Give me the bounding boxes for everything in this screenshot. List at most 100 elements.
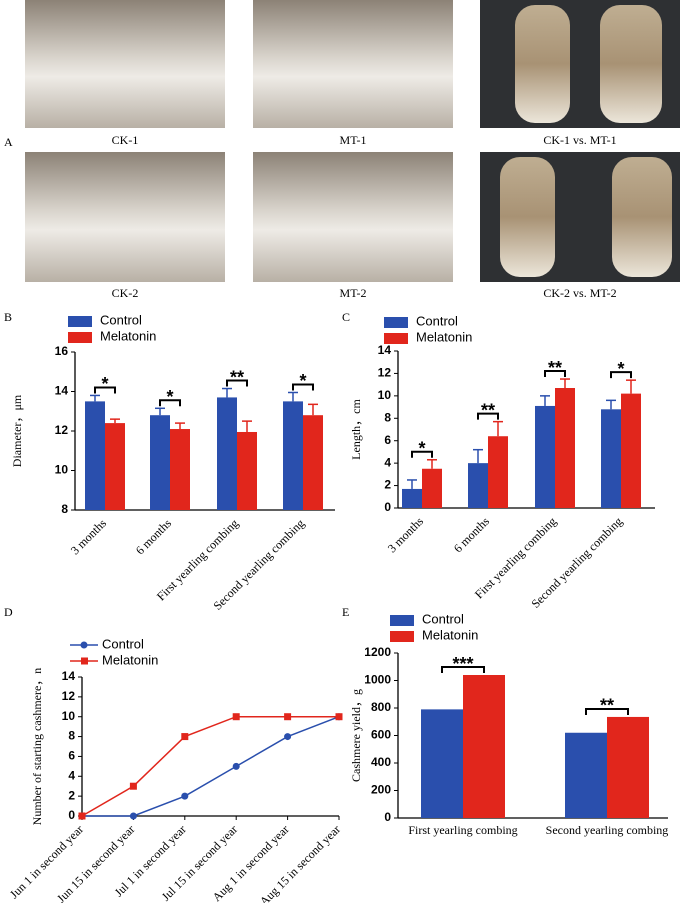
significance-label: ** — [548, 358, 562, 378]
error-bar — [155, 407, 165, 416]
y-tick-label: 0 — [68, 808, 75, 822]
photo-detail — [500, 157, 555, 277]
photo — [25, 152, 225, 282]
y-tick-label: 600 — [371, 728, 391, 742]
error-bar — [222, 387, 232, 398]
legend-label: Control — [100, 312, 142, 327]
line — [82, 716, 340, 817]
x-tick-label: First yearling combing — [408, 823, 517, 837]
y-tick-label: 2 — [384, 478, 391, 492]
significance-bracket — [441, 666, 485, 673]
error-bar — [473, 448, 483, 464]
panel-label: C — [342, 310, 350, 324]
significance-label: * — [101, 374, 108, 394]
y-axis-label: Length，cm — [349, 399, 363, 460]
photo — [253, 152, 453, 282]
y-tick-label: 0 — [384, 500, 391, 514]
bar — [463, 675, 505, 818]
significance-bracket — [94, 386, 116, 394]
error-bar — [606, 399, 616, 410]
legend-label: Melatonin — [102, 652, 158, 667]
error-bar — [242, 420, 252, 432]
significance-label: ** — [230, 367, 244, 387]
legend-label: Melatonin — [422, 627, 478, 642]
legend-label: Control — [422, 611, 464, 626]
bar — [565, 732, 607, 818]
legend-swatch — [390, 631, 414, 642]
y-tick-label: 2 — [68, 788, 75, 802]
y-tick-label: 12 — [55, 423, 69, 437]
significance-bracket — [544, 370, 566, 378]
legend-label: Control — [102, 636, 144, 651]
x-tick-label: 6 months — [133, 516, 174, 557]
legend-label: Melatonin — [100, 328, 156, 343]
bar — [105, 423, 125, 510]
y-tick-label: 6 — [384, 433, 391, 447]
legend-swatch — [384, 333, 408, 344]
bar — [421, 709, 463, 818]
photo-detail — [515, 5, 570, 123]
x-tick-label: 6 months — [451, 514, 492, 555]
marker — [284, 733, 292, 741]
panel-label: B — [4, 310, 12, 324]
photo-caption: MT-1 — [340, 133, 367, 147]
photo-caption: CK-2 vs. MT-2 — [543, 286, 616, 300]
error-bar — [540, 395, 550, 406]
bar — [468, 463, 488, 508]
error-bar — [626, 379, 636, 394]
significance-label: *** — [452, 654, 473, 674]
photo-caption: CK-1 — [112, 133, 139, 147]
legend-marker — [81, 657, 88, 665]
y-tick-label: 10 — [378, 388, 392, 402]
error-bar — [90, 394, 100, 402]
photos — [25, 0, 680, 282]
y-tick-label: 8 — [61, 502, 68, 516]
photo-caption: CK-1 vs. MT-1 — [543, 133, 616, 147]
error-bar — [110, 418, 120, 424]
error-bar — [560, 378, 570, 389]
y-tick-label: 6 — [68, 749, 75, 763]
y-tick-label: 14 — [55, 384, 69, 398]
significance-bracket — [610, 371, 632, 379]
y-tick-label: 14 — [378, 343, 392, 357]
y-tick-label: 200 — [371, 783, 391, 797]
marker — [335, 713, 343, 721]
y-tick-label: 1000 — [364, 673, 391, 687]
x-tick-label: 3 months — [385, 514, 426, 555]
error-bar — [427, 459, 437, 469]
bar — [150, 415, 170, 510]
bar — [621, 393, 641, 508]
photo-detail — [612, 157, 672, 277]
significance-label: * — [166, 387, 173, 407]
legend-swatch — [390, 615, 414, 626]
y-tick-label: 14 — [62, 669, 76, 683]
y-tick-label: 12 — [378, 366, 392, 380]
bar — [607, 716, 649, 818]
x-tick-label: 3 months — [68, 516, 109, 557]
significance-label: ** — [481, 400, 495, 420]
panel-label: E — [342, 605, 349, 619]
error-bar — [288, 391, 298, 402]
line — [81, 715, 339, 817]
significance-label: * — [418, 439, 425, 459]
significance-bracket — [585, 707, 629, 715]
legend-label: Melatonin — [416, 329, 472, 344]
y-tick-label: 4 — [68, 768, 75, 782]
y-tick-label: 16 — [55, 344, 69, 358]
legend-marker — [80, 641, 88, 649]
y-tick-label: 10 — [55, 463, 69, 477]
significance-label: * — [617, 359, 624, 379]
legend-swatch — [68, 316, 92, 327]
significance-bracket — [292, 383, 314, 391]
bar — [488, 436, 508, 508]
bar — [237, 431, 257, 510]
y-tick-label: 800 — [371, 700, 391, 714]
significance-bracket — [226, 379, 248, 387]
bar — [601, 409, 621, 508]
bar — [555, 388, 575, 508]
marker — [78, 812, 86, 820]
photo — [253, 0, 453, 128]
photo-caption: MT-2 — [340, 286, 367, 300]
panel-label: D — [4, 605, 13, 619]
marker — [284, 713, 292, 721]
